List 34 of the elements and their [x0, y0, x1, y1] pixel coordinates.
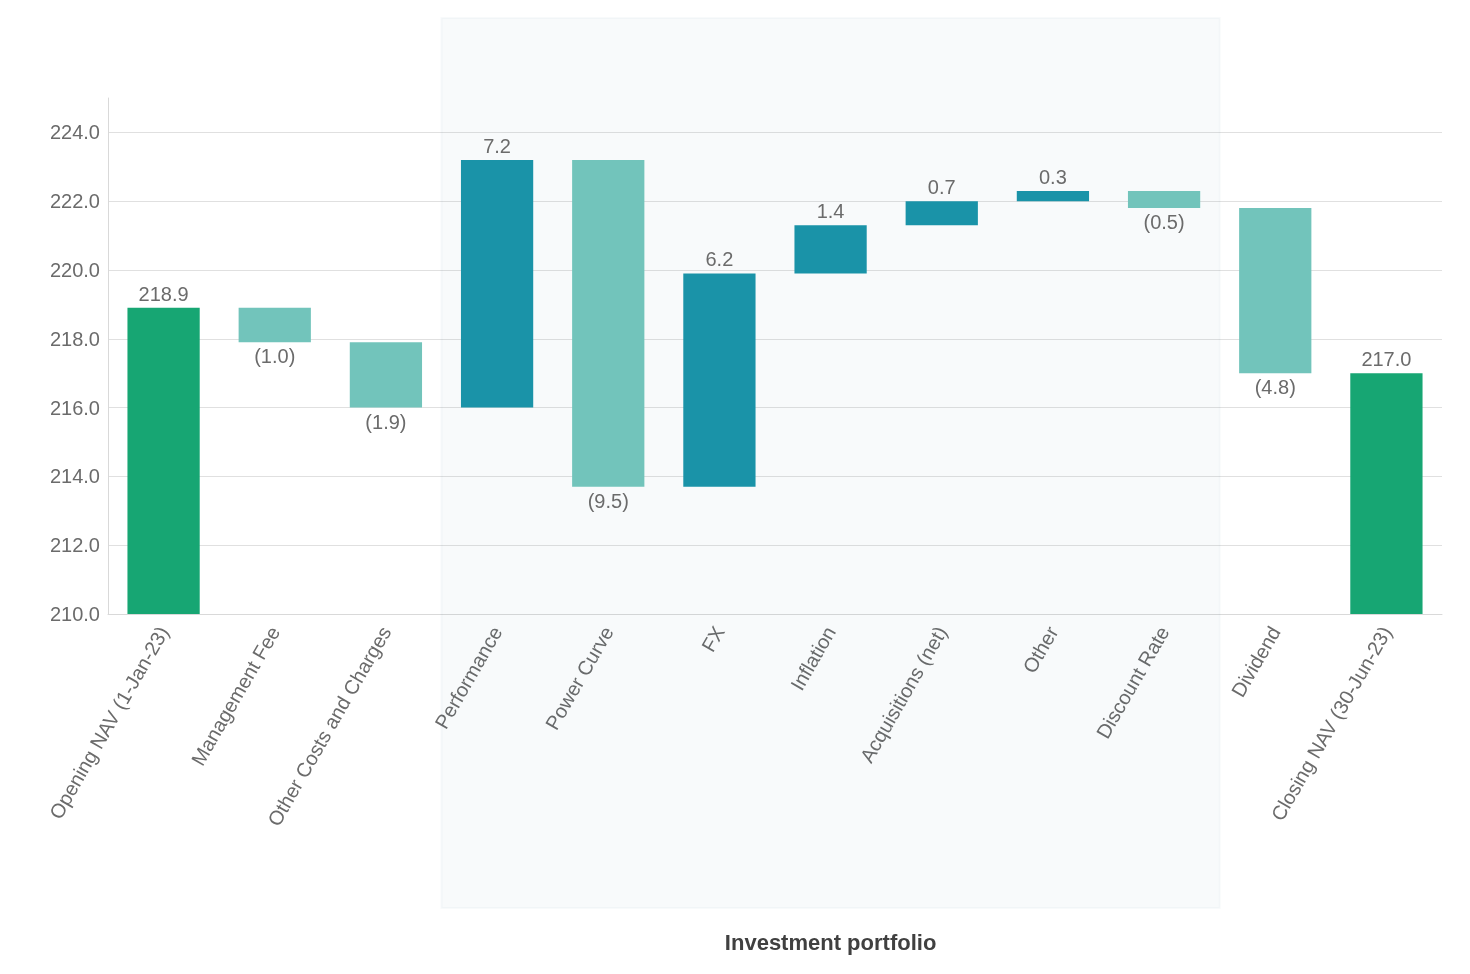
- x-tick-label: FX: [697, 622, 729, 656]
- data-label: 6.2: [705, 248, 734, 271]
- bar: [572, 159, 645, 487]
- data-label: 0.7: [927, 176, 956, 199]
- data-label: 0.3: [1039, 165, 1067, 188]
- y-tick-label: 222.0: [49, 190, 100, 213]
- data-label: (1.9): [365, 410, 407, 433]
- bar: [127, 307, 200, 614]
- data-label: 217.0: [1361, 348, 1412, 371]
- y-tick-label: 218.0: [49, 327, 100, 350]
- data-label: (4.8): [1254, 376, 1296, 399]
- data-label: 7.2: [483, 134, 511, 157]
- bar: [349, 342, 423, 408]
- data-label: 1.4: [816, 200, 845, 223]
- y-tick-label: 210.0: [49, 603, 100, 625]
- data-label: (9.5): [587, 489, 629, 512]
- bar: [238, 307, 311, 343]
- data-label: (0.5): [1143, 211, 1185, 234]
- bar: [905, 201, 978, 226]
- data-label: 218.9: [138, 282, 189, 305]
- y-tick-label: 220.0: [49, 259, 100, 281]
- bar: [683, 273, 756, 487]
- bar: [1127, 190, 1201, 209]
- data-label: (1.0): [254, 345, 296, 368]
- bar: [1016, 190, 1090, 202]
- y-tick-label: 212.0: [49, 534, 100, 557]
- bar: [1350, 373, 1423, 614]
- bar: [460, 159, 534, 408]
- y-tick-label: 214.0: [49, 465, 100, 488]
- bar: [1239, 208, 1312, 374]
- y-tick-label: 216.0: [49, 396, 100, 419]
- bar: [794, 225, 867, 274]
- y-tick-label: 224.0: [49, 121, 100, 144]
- band-label: Investment portfolio: [724, 929, 937, 955]
